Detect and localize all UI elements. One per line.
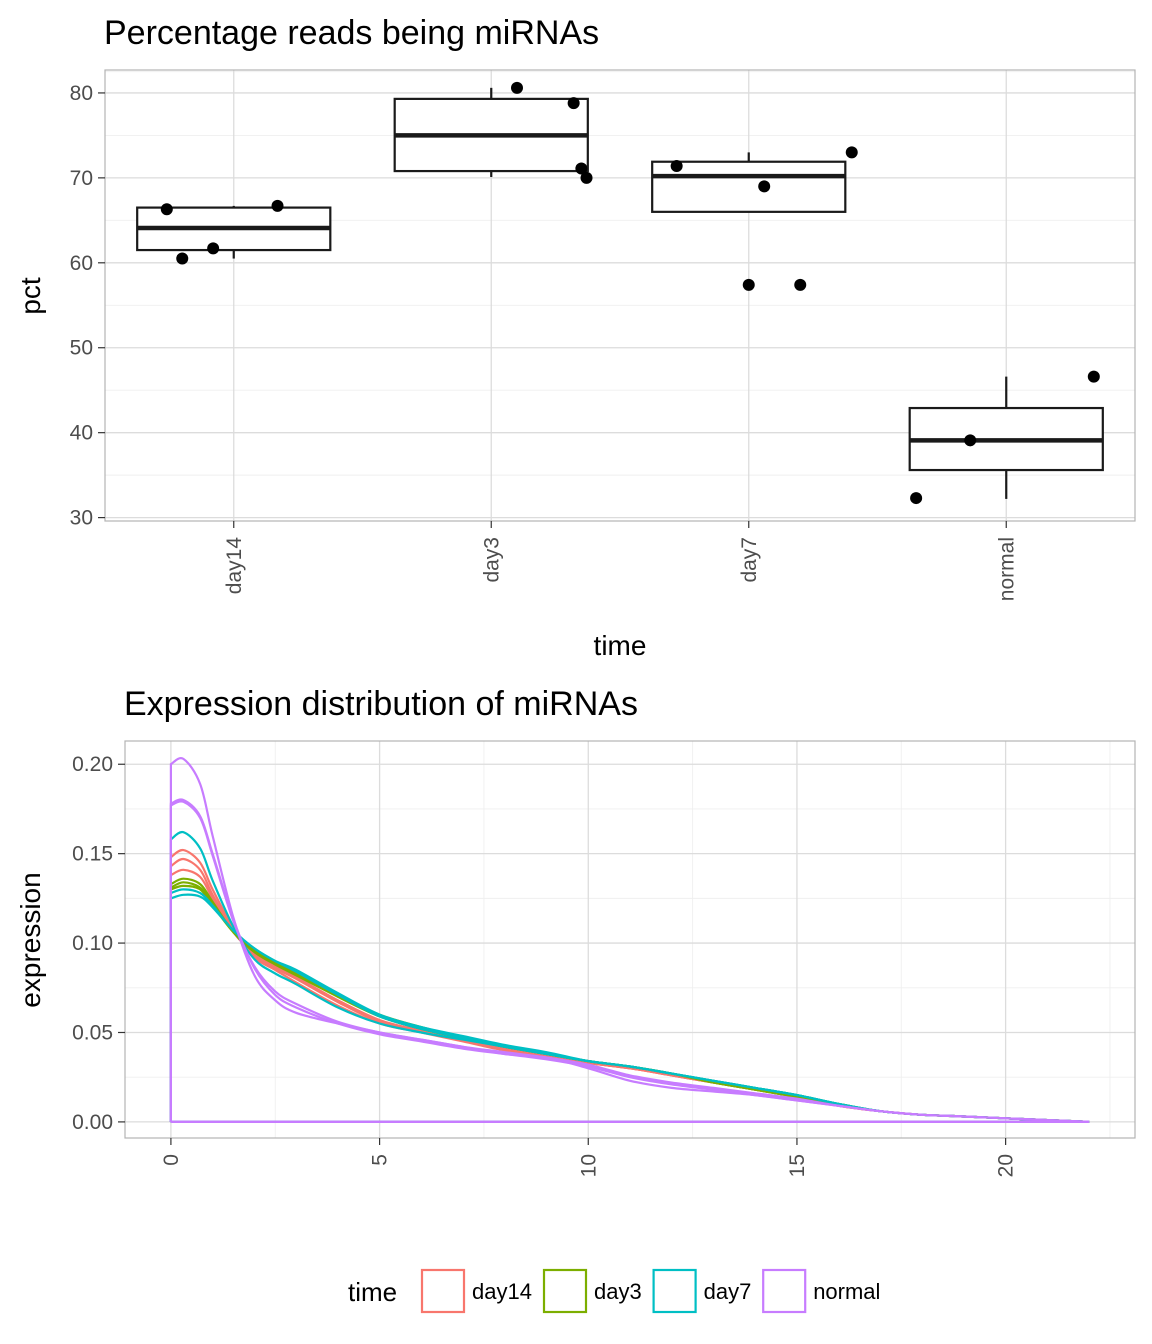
density-x-axis: 0 5 10 15 20	[160, 1138, 1018, 1177]
density-line-day3	[169, 877, 1090, 1123]
x-tick-label: 20	[995, 1154, 1018, 1177]
point-day14	[271, 199, 284, 212]
density-panel-border	[124, 740, 1136, 1139]
boxplot-chart: Percentage reads being miRNAs 30 40 50 60 70…	[15, 14, 1136, 661]
boxplot-panel-border	[104, 69, 1136, 522]
point-day14	[207, 242, 220, 255]
density-chart: Expression distribution of miRNAs 0.000.…	[15, 685, 1136, 1177]
point-day14	[176, 252, 189, 265]
density-line-day3	[169, 881, 1090, 1123]
legend-items: day14 day3 day7 normal	[420, 1268, 880, 1314]
legend-key-normal	[762, 1268, 807, 1314]
point-day3	[511, 81, 523, 94]
density-y-axis: 0.00 0.05 0.10 0.15 0.20	[72, 753, 125, 1134]
y-tick-label: 60	[70, 252, 93, 275]
point-normal	[964, 434, 977, 447]
y-tick-label: 40	[70, 422, 93, 445]
density-gridlines	[125, 741, 1135, 1138]
y-tick-label: 30	[70, 507, 93, 530]
boxplot-y-axis: 30 40 50 60 70 80	[70, 82, 105, 530]
x-tick-label: 0	[160, 1154, 183, 1166]
legend-key-day3	[542, 1268, 588, 1314]
point-day3	[567, 97, 580, 110]
legend-key-day7	[652, 1268, 697, 1314]
point-normal	[910, 492, 923, 505]
legend-label-day3: day3	[594, 1279, 642, 1304]
density-series	[169, 757, 1090, 1123]
y-tick-label: 0.20	[72, 753, 113, 776]
x-tick-label: normal	[995, 537, 1018, 601]
x-tick-label: day3	[480, 537, 503, 583]
point-day3	[575, 162, 588, 175]
density-line-normal	[169, 800, 1090, 1123]
density-line-day14	[169, 868, 1090, 1123]
boxplot-gridlines	[105, 70, 1135, 521]
boxplot-y-axis-title: pct	[15, 277, 46, 315]
point-day3	[580, 171, 593, 184]
y-tick-label: 80	[70, 82, 93, 105]
density-line-day3	[169, 884, 1090, 1123]
boxplot-points	[160, 81, 1100, 505]
density-line-day7	[169, 888, 1090, 1123]
legend-label-day7: day7	[704, 1279, 752, 1304]
point-day7	[845, 146, 858, 159]
legend-title: time	[348, 1277, 397, 1307]
x-tick-label: 10	[577, 1154, 600, 1177]
boxplot-x-axis: day14 day3 day7 normal	[223, 521, 1018, 601]
legend-label-day14: day14	[472, 1279, 532, 1304]
point-day7	[742, 278, 755, 291]
y-tick-label: 0.15	[72, 843, 113, 866]
density-line-normal	[169, 798, 1090, 1123]
y-tick-label: 0.00	[72, 1111, 113, 1134]
x-tick-label: 5	[369, 1154, 392, 1166]
point-normal	[1087, 370, 1100, 383]
boxplot-boxes	[136, 87, 1104, 499]
boxplot-title: Percentage reads being miRNAs	[104, 14, 599, 52]
boxplot-x-axis-title: time	[594, 630, 647, 661]
y-tick-label: 0.05	[72, 1021, 113, 1044]
point-day7	[794, 278, 807, 291]
box-day7	[651, 160, 847, 213]
y-tick-label: 0.10	[72, 932, 113, 955]
x-tick-label: day14	[223, 537, 246, 595]
legend: time day14 day3 day7 normal	[348, 1268, 880, 1314]
legend-label-normal: normal	[813, 1279, 880, 1304]
y-tick-label: 50	[70, 337, 93, 360]
density-y-axis-title: expression	[15, 872, 46, 1007]
x-tick-label: 15	[786, 1154, 809, 1177]
point-day7	[670, 159, 683, 172]
y-tick-label: 70	[70, 167, 93, 190]
point-day7	[758, 180, 771, 193]
density-line-day7	[169, 893, 1090, 1123]
point-day14	[160, 203, 173, 216]
legend-key-day14	[420, 1268, 466, 1314]
x-tick-label: day7	[738, 537, 761, 583]
density-title: Expression distribution of miRNAs	[124, 685, 638, 723]
